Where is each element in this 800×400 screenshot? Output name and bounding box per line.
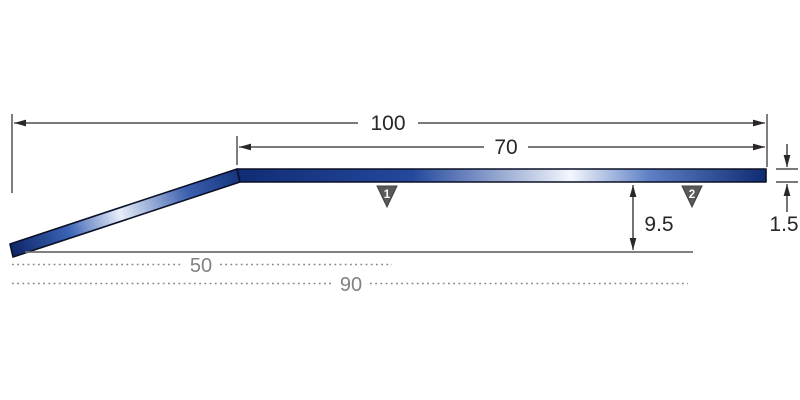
dim-thickness-label: 1.5 <box>769 213 798 236</box>
dotted-90-label: 90 <box>340 274 362 296</box>
dotted-reference-50: 50 <box>12 255 392 277</box>
dimension-top-width: 70 <box>239 136 765 159</box>
dim-total-label: 100 <box>370 112 405 135</box>
dotted-50-label: 50 <box>190 255 212 277</box>
dimension-height: 9.5 <box>629 185 674 250</box>
profile-horizontal-segment <box>236 168 767 183</box>
callout-1-triangle-icon <box>376 185 398 209</box>
dimension-total-width: 100 <box>14 112 765 135</box>
callout-2: 2 <box>681 185 703 209</box>
profile-angled-segment <box>9 168 241 258</box>
dim-height-label: 9.5 <box>644 213 673 236</box>
dotted-reference-90: 90 <box>12 274 688 296</box>
callout-1-number: 1 <box>384 189 391 201</box>
profile-shape-group <box>9 168 767 258</box>
callout-2-triangle-icon <box>681 185 703 209</box>
callout-1: 1 <box>376 185 398 209</box>
dimension-thickness: 1.5 <box>769 144 799 236</box>
callout-2-number: 2 <box>689 189 695 201</box>
dim-top-label: 70 <box>494 136 517 159</box>
